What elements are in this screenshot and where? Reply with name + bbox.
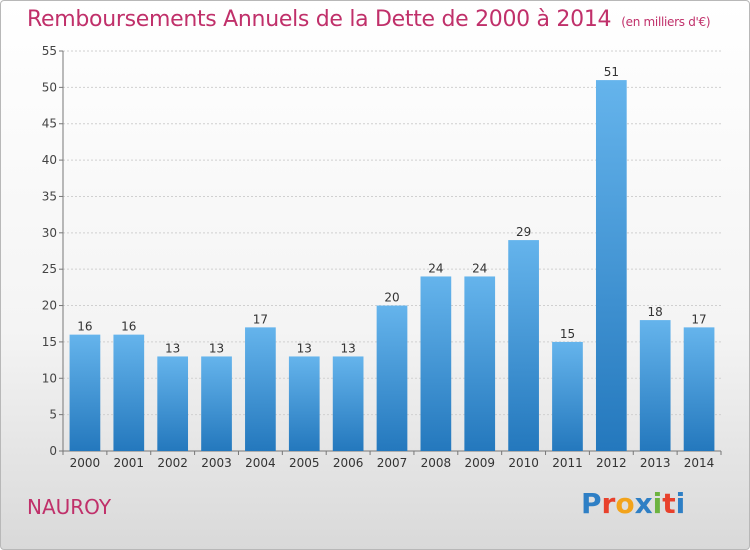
y-tick-label: 0 <box>49 444 57 458</box>
chart-title: Remboursements Annuels de la Dette de 20… <box>27 7 711 32</box>
x-tick-label: 2010 <box>508 456 539 470</box>
chart-unit: (en milliers d'€) <box>621 15 711 29</box>
bar <box>376 305 408 451</box>
bar <box>288 356 320 451</box>
bar-value-label: 18 <box>648 305 663 319</box>
x-tick-label: 2011 <box>552 456 583 470</box>
y-tick-label: 10 <box>42 371 57 385</box>
bar-value-label: 29 <box>516 225 531 239</box>
chart-title-text: Remboursements Annuels de la Dette de 20… <box>27 7 612 32</box>
bar-value-label: 13 <box>165 341 180 355</box>
bar <box>201 356 232 451</box>
commune-name: NAUROY <box>27 495 112 519</box>
bar-value-label: 13 <box>209 341 224 355</box>
logo-letter: P <box>581 487 602 520</box>
bar <box>332 356 364 451</box>
x-tick-label: 2008 <box>421 456 452 470</box>
x-tick-label: 2002 <box>157 456 188 470</box>
logo-letter: i <box>652 487 663 520</box>
bar-value-label: 17 <box>253 312 268 326</box>
y-tick-label: 20 <box>42 299 57 313</box>
x-tick-label: 2001 <box>114 456 145 470</box>
bar <box>69 334 101 451</box>
bar <box>420 276 452 451</box>
bar <box>639 320 671 451</box>
bar <box>683 327 715 451</box>
x-tick-label: 2003 <box>201 456 232 470</box>
x-tick-label: 2009 <box>464 456 495 470</box>
bar-value-label: 24 <box>428 261 443 275</box>
bar-value-label: 24 <box>472 261 487 275</box>
logo-letter: i <box>675 487 686 520</box>
logo-letter: r <box>601 487 616 520</box>
y-tick-label: 15 <box>42 335 57 349</box>
logo-letter: t <box>662 487 676 520</box>
x-tick-label: 2006 <box>333 456 364 470</box>
bar-value-label: 16 <box>77 320 92 334</box>
y-tick-label: 40 <box>42 153 57 167</box>
bar-value-label: 16 <box>121 320 136 334</box>
bar <box>245 327 276 451</box>
x-tick-label: 2007 <box>377 456 408 470</box>
proxiti-logo: Proxiti <box>581 487 685 520</box>
y-tick-label: 30 <box>42 226 57 240</box>
bar <box>157 356 189 451</box>
bar-value-label: 13 <box>297 341 312 355</box>
bar <box>552 341 583 451</box>
bar-value-label: 13 <box>340 341 355 355</box>
x-tick-label: 2012 <box>596 456 627 470</box>
bar <box>508 240 539 451</box>
logo-letter: x <box>634 487 653 520</box>
x-tick-label: 2013 <box>640 456 671 470</box>
y-tick-label: 35 <box>42 189 57 203</box>
y-tick-label: 50 <box>42 80 57 94</box>
bar-value-label: 17 <box>691 312 706 326</box>
x-tick-label: 2000 <box>70 456 101 470</box>
y-tick-label: 5 <box>49 408 57 422</box>
x-tick-label: 2004 <box>245 456 276 470</box>
y-tick-label: 45 <box>42 117 57 131</box>
x-tick-label: 2014 <box>684 456 715 470</box>
bar-value-label: 51 <box>604 65 619 79</box>
bar <box>113 334 145 451</box>
y-tick-label: 25 <box>42 262 57 276</box>
x-tick-label: 2005 <box>289 456 320 470</box>
bar <box>595 80 627 451</box>
bar <box>464 276 496 451</box>
bar-value-label: 15 <box>560 327 575 341</box>
y-tick-label: 55 <box>42 44 57 58</box>
logo-letter: o <box>615 487 635 520</box>
bar-value-label: 20 <box>384 291 399 305</box>
